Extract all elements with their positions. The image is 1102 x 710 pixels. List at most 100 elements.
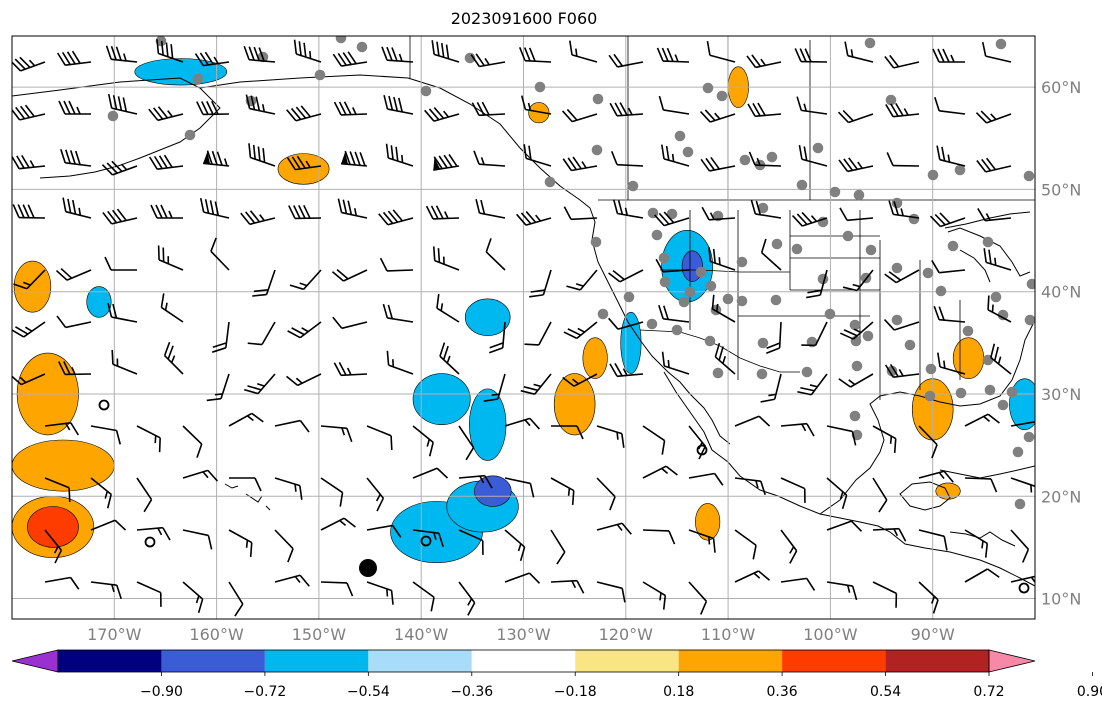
contour-blob: [695, 503, 721, 541]
wind-barb: [412, 529, 444, 548]
wind-barb: [385, 143, 414, 167]
wind-barb: [471, 101, 506, 117]
lon-tick-label: 130°W: [496, 625, 551, 644]
wind-barb: [918, 529, 948, 551]
wind-barb: [794, 48, 828, 63]
station-dot: [990, 291, 1002, 303]
wind-barb: [160, 293, 184, 323]
wind-barb: [107, 302, 138, 323]
wind-barb: [252, 269, 276, 297]
wind-barb: [797, 373, 828, 396]
wind-barb: [504, 529, 526, 562]
station-dot: [659, 276, 671, 288]
contour-blob: [86, 286, 112, 318]
colorbar-label: −0.54: [347, 684, 390, 700]
station-dot: [891, 197, 903, 209]
wind-barb: [62, 197, 92, 219]
wind-barb: [520, 373, 552, 395]
wind-barb: [918, 581, 939, 614]
wind-barb: [612, 199, 644, 219]
contour-blob: [412, 373, 471, 425]
wind-barb: [780, 529, 798, 564]
wind-barb: [504, 477, 535, 498]
colorbar-label: 0.18: [663, 684, 694, 700]
station-dot: [922, 267, 934, 279]
wind-barb: [431, 40, 460, 63]
colorbar-label: −0.18: [554, 684, 597, 700]
station-dot: [1012, 446, 1024, 458]
wind-barb: [608, 53, 644, 68]
tropical-cyclone-marker: [359, 559, 377, 577]
wind-barb: [243, 373, 276, 395]
wind-barb: [412, 467, 449, 479]
wind-barb: [610, 151, 644, 167]
station-dot: [935, 285, 947, 297]
wind-barb: [274, 477, 303, 500]
lon-tick-label: 120°W: [599, 625, 654, 644]
wind-barb: [933, 305, 966, 323]
wind-barb: [136, 526, 171, 541]
wind-barb: [918, 425, 938, 459]
lat-tick-label: 10°N: [1041, 590, 1081, 609]
colorbar-segment: [471, 650, 576, 672]
wind-barb: [711, 294, 736, 323]
wind-barb: [60, 148, 92, 167]
wind-barb: [105, 45, 138, 63]
wind-barb: [780, 577, 816, 591]
wind-barb: [412, 581, 435, 612]
wind-barb: [826, 425, 857, 446]
wind-barb: [563, 321, 598, 340]
wind-barb: [839, 207, 874, 222]
longitude-ticks: 170°W 160°W 150°W 140°W 130°W 120°W 110°W 100°W…: [87, 625, 955, 644]
wind-barb: [983, 248, 1012, 271]
station-dot: [954, 164, 966, 176]
station-dot: [1006, 386, 1018, 398]
wind-barb: [563, 206, 598, 221]
wind-barb: [642, 425, 666, 455]
station-dot: [927, 169, 939, 181]
station-dot: [756, 368, 768, 380]
wind-barb: [210, 237, 230, 271]
wind-barb: [101, 160, 138, 176]
wind-barb: [58, 100, 91, 115]
wind-barb: [286, 105, 322, 122]
station-dot: [702, 82, 714, 94]
station-dot: [947, 240, 959, 252]
wind-barb: [55, 267, 92, 281]
station-dot: [851, 360, 863, 372]
wind-barb: [333, 362, 368, 377]
station-dot: [862, 330, 874, 342]
wind-barb: [981, 41, 1012, 63]
station-dot: [886, 365, 898, 377]
wind-barb: [320, 425, 353, 443]
station-dot: [623, 291, 635, 303]
wind-barb: [473, 150, 506, 167]
wind-barb: [386, 350, 414, 375]
wind-barb: [379, 257, 414, 272]
wind-barb: [826, 581, 858, 601]
wind-barb: [609, 102, 644, 117]
open-circle-marker: [420, 535, 432, 547]
wind-barb: [163, 341, 184, 375]
station-dot: [982, 236, 994, 248]
station-dot: [192, 73, 204, 85]
wind-barb: [333, 101, 368, 116]
wind-barb: [872, 527, 907, 542]
open-circle-marker: [1018, 582, 1030, 594]
colorbar-label: 0.90: [1077, 684, 1102, 700]
wind-barb: [1010, 529, 1030, 563]
wind-barb: [107, 93, 138, 115]
wind-barb: [148, 106, 184, 122]
contour-blob: [582, 337, 608, 379]
wind-barb: [488, 321, 506, 354]
wind-barb: [766, 321, 782, 355]
wind-barb: [688, 529, 716, 553]
station-dot: [704, 335, 716, 347]
wind-barb: [748, 151, 782, 167]
wind-barb: [655, 258, 690, 273]
station-dot: [796, 179, 808, 191]
station-dot: [904, 339, 916, 351]
wind-barb: [483, 373, 506, 402]
wind-barb: [274, 574, 310, 587]
station-dot: [865, 244, 877, 256]
